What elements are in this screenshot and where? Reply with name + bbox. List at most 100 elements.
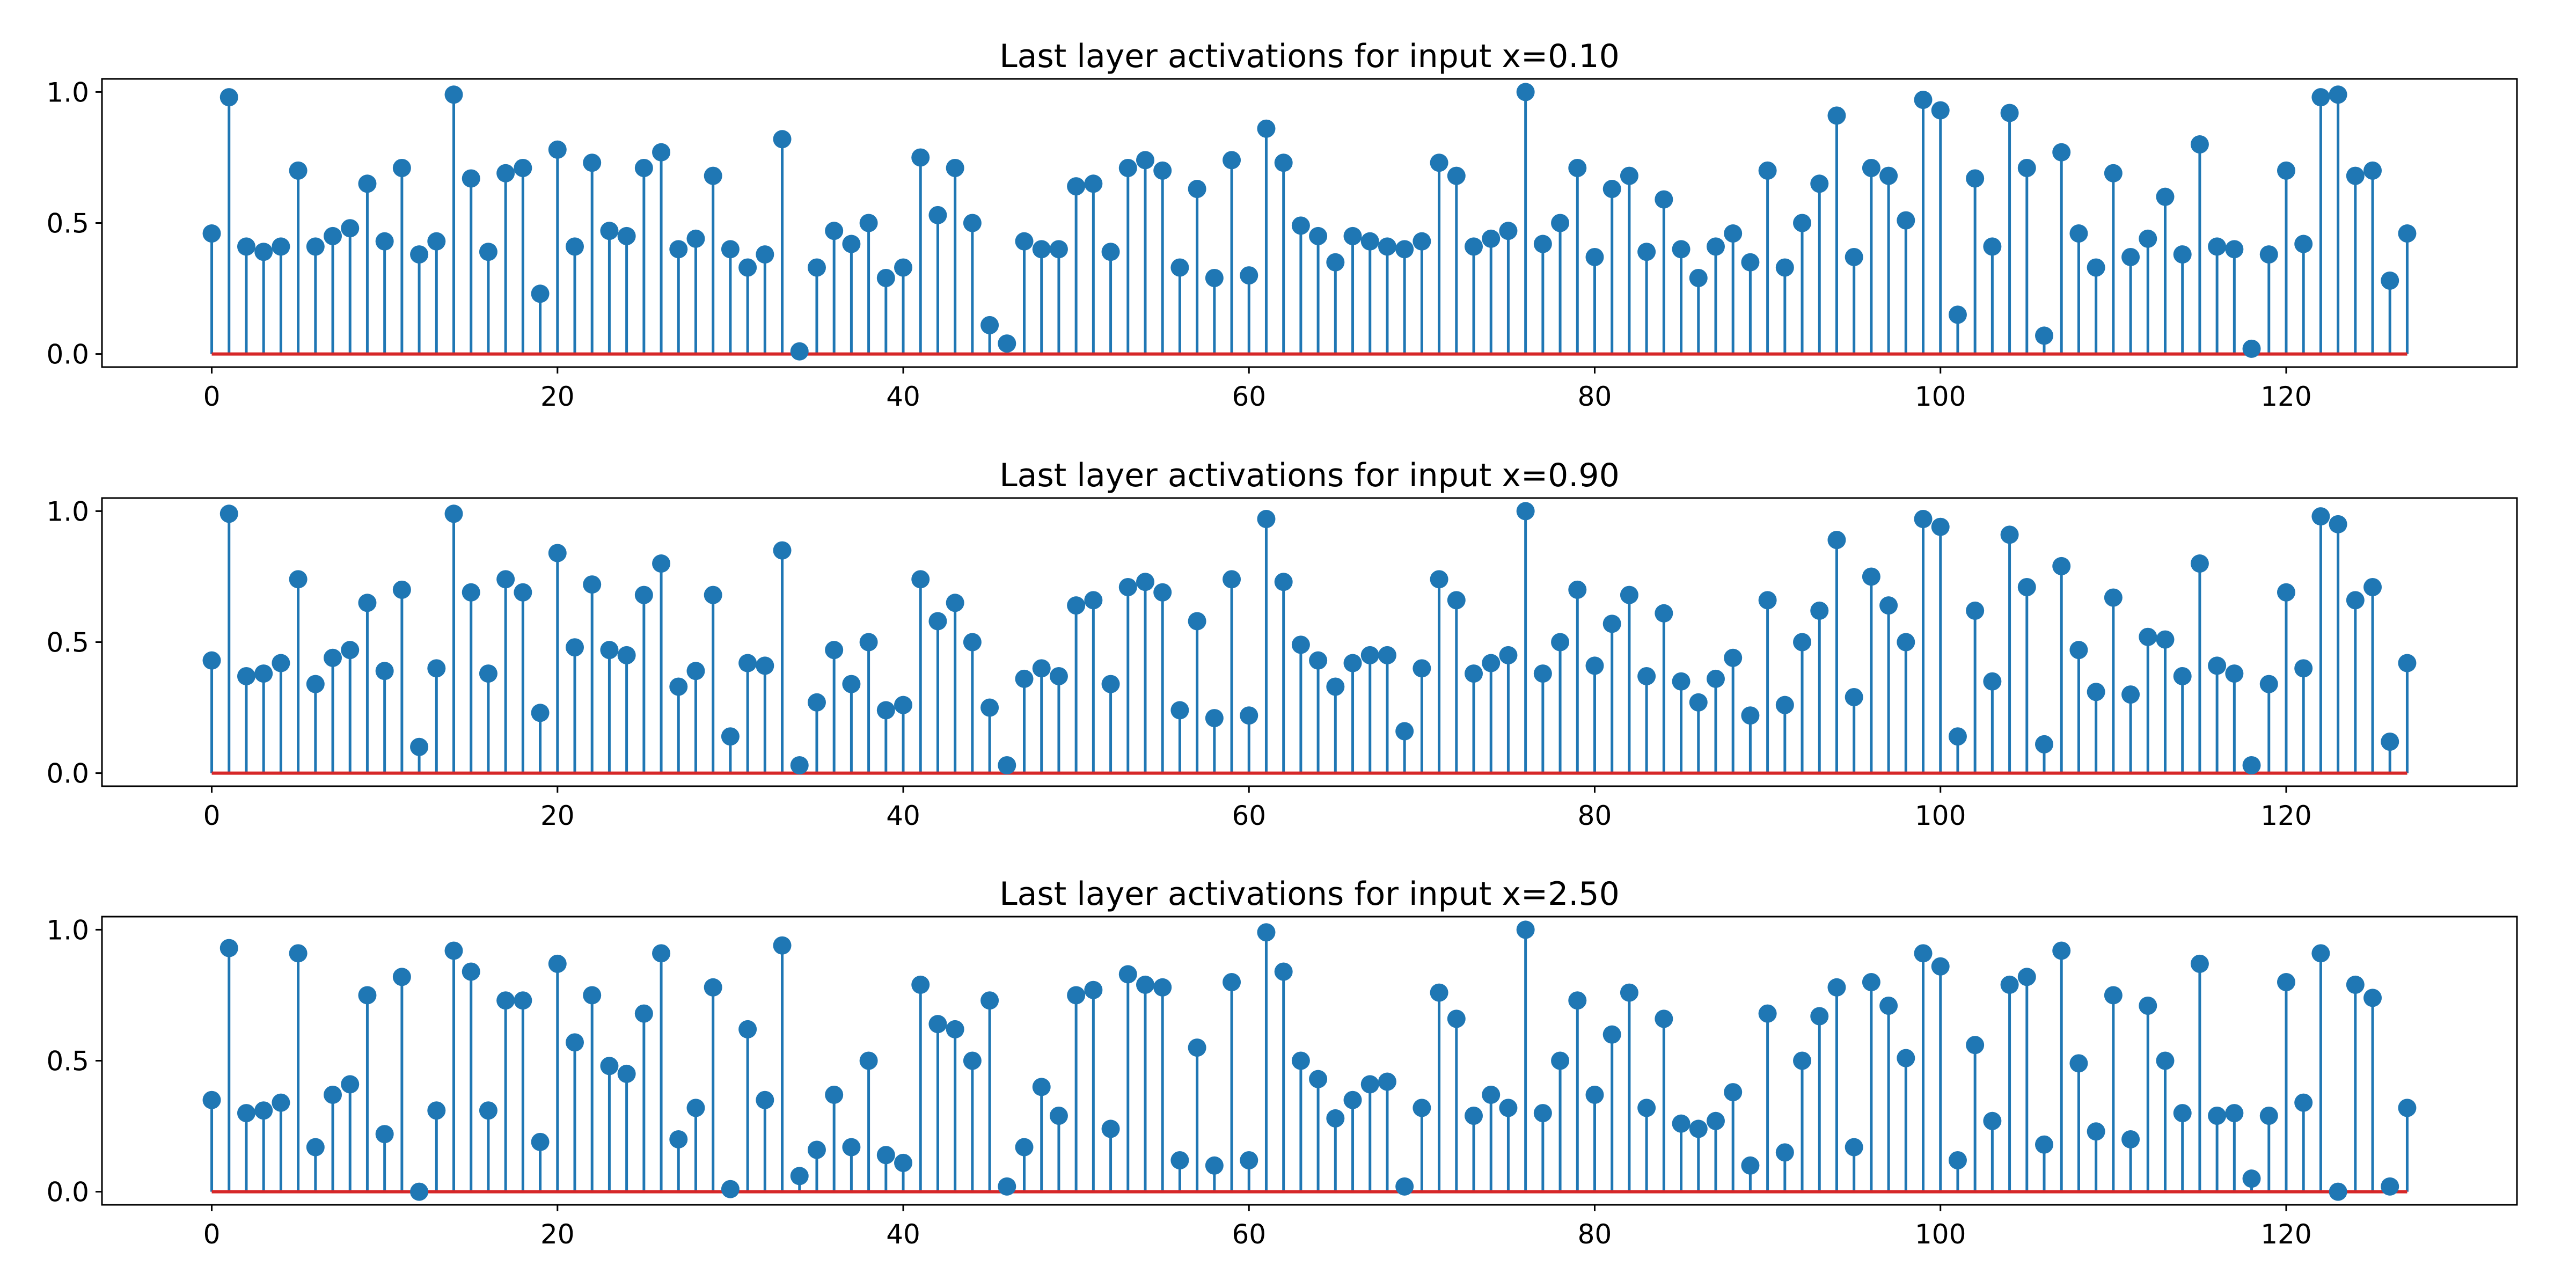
data-point [738, 1020, 757, 1038]
data-point [1724, 1083, 1743, 1102]
subplot-2: Last layer activations for input x=2.50 0… [46, 875, 2518, 1250]
data-point [1257, 119, 1276, 138]
data-point [1672, 1114, 1690, 1133]
data-point [358, 174, 377, 193]
x-tick-label: 0 [203, 800, 221, 831]
data-point [2139, 627, 2157, 646]
data-point [341, 219, 360, 238]
y-tick-label: 1.0 [46, 77, 89, 108]
data-point [2277, 583, 2295, 602]
data-point [1482, 229, 1501, 248]
data-point [1395, 240, 1414, 259]
data-point [617, 1064, 636, 1083]
data-point [1170, 701, 1189, 720]
data-point [2381, 271, 2399, 290]
data-point [1827, 978, 1846, 997]
data-point [514, 991, 532, 1010]
data-point [1620, 586, 1638, 604]
data-point [254, 1101, 273, 1120]
data-point [2346, 166, 2365, 185]
data-point [2173, 245, 2192, 264]
data-point [1465, 237, 1483, 256]
data-point [1118, 577, 1137, 596]
data-point [2311, 507, 2330, 526]
data-point [1223, 570, 1241, 589]
data-point [1465, 1107, 1483, 1125]
data-point [1533, 235, 1552, 253]
x-tick-label: 80 [1578, 1219, 1612, 1250]
data-point [600, 222, 619, 240]
data-point [1049, 667, 1068, 685]
data-point [1793, 633, 1812, 652]
data-point [1274, 573, 1293, 591]
y-tick-label: 0.5 [46, 627, 89, 658]
data-point [2017, 577, 2036, 596]
data-point [1084, 174, 1103, 193]
data-point [1084, 591, 1103, 610]
y-tick-label: 0.0 [46, 758, 89, 789]
data-point [1032, 1078, 1051, 1096]
y-tick-label: 0.5 [46, 1046, 89, 1077]
data-point [859, 1051, 878, 1070]
data-point [1827, 106, 1846, 125]
data-point [392, 968, 411, 986]
data-point [1101, 1119, 1120, 1138]
data-point [1706, 237, 1725, 256]
data-point [2398, 1099, 2417, 1117]
data-point [1966, 601, 1985, 620]
data-point [928, 612, 947, 631]
data-point [1049, 240, 1068, 259]
data-point [704, 978, 722, 997]
subplot-1: Last layer activations for input x=0.90 0… [46, 457, 2518, 831]
data-point [2156, 630, 2175, 649]
x-tick-label: 40 [886, 381, 920, 412]
data-point [2381, 1177, 2399, 1196]
data-point [444, 941, 463, 960]
data-point [1516, 920, 1535, 939]
data-point [1931, 957, 1950, 976]
data-point [1810, 174, 1829, 193]
data-point [1914, 510, 1933, 529]
data-point [669, 240, 688, 259]
data-point [807, 1140, 826, 1159]
data-point [1758, 591, 1777, 610]
data-point [202, 1091, 221, 1109]
data-point [1862, 973, 1880, 992]
data-point [2242, 1169, 2261, 1188]
data-point [1447, 591, 1466, 610]
data-point [600, 1057, 619, 1075]
data-point [911, 570, 930, 589]
data-point [2381, 733, 2399, 751]
data-point [998, 334, 1016, 353]
data-point [1706, 1111, 1725, 1130]
data-point [721, 1180, 740, 1198]
data-point [2121, 247, 2140, 266]
data-point [1499, 646, 1518, 664]
data-point [825, 1085, 844, 1104]
data-point [1620, 983, 1638, 1002]
data-point [2294, 1093, 2313, 1112]
data-point [963, 214, 982, 232]
data-point [2208, 1107, 2227, 1125]
data-point [2000, 975, 2019, 994]
data-point [531, 284, 550, 303]
data-point [1136, 151, 1154, 170]
data-point [1620, 166, 1638, 185]
y-tick-label: 1.0 [46, 914, 89, 946]
data-point [1188, 612, 1206, 631]
data-point [876, 269, 895, 288]
data-point [1360, 1075, 1379, 1094]
data-point [807, 258, 826, 277]
data-point [756, 1091, 774, 1109]
data-point [202, 224, 221, 243]
data-point [738, 654, 757, 672]
data-point [1585, 656, 1604, 675]
x-tick-label: 80 [1578, 381, 1612, 412]
data-point [2363, 161, 2382, 180]
data-point [2000, 104, 2019, 122]
data-point [1551, 214, 1570, 232]
data-point [2035, 326, 2054, 345]
data-point [2346, 591, 2365, 610]
data-point [2190, 954, 2209, 973]
